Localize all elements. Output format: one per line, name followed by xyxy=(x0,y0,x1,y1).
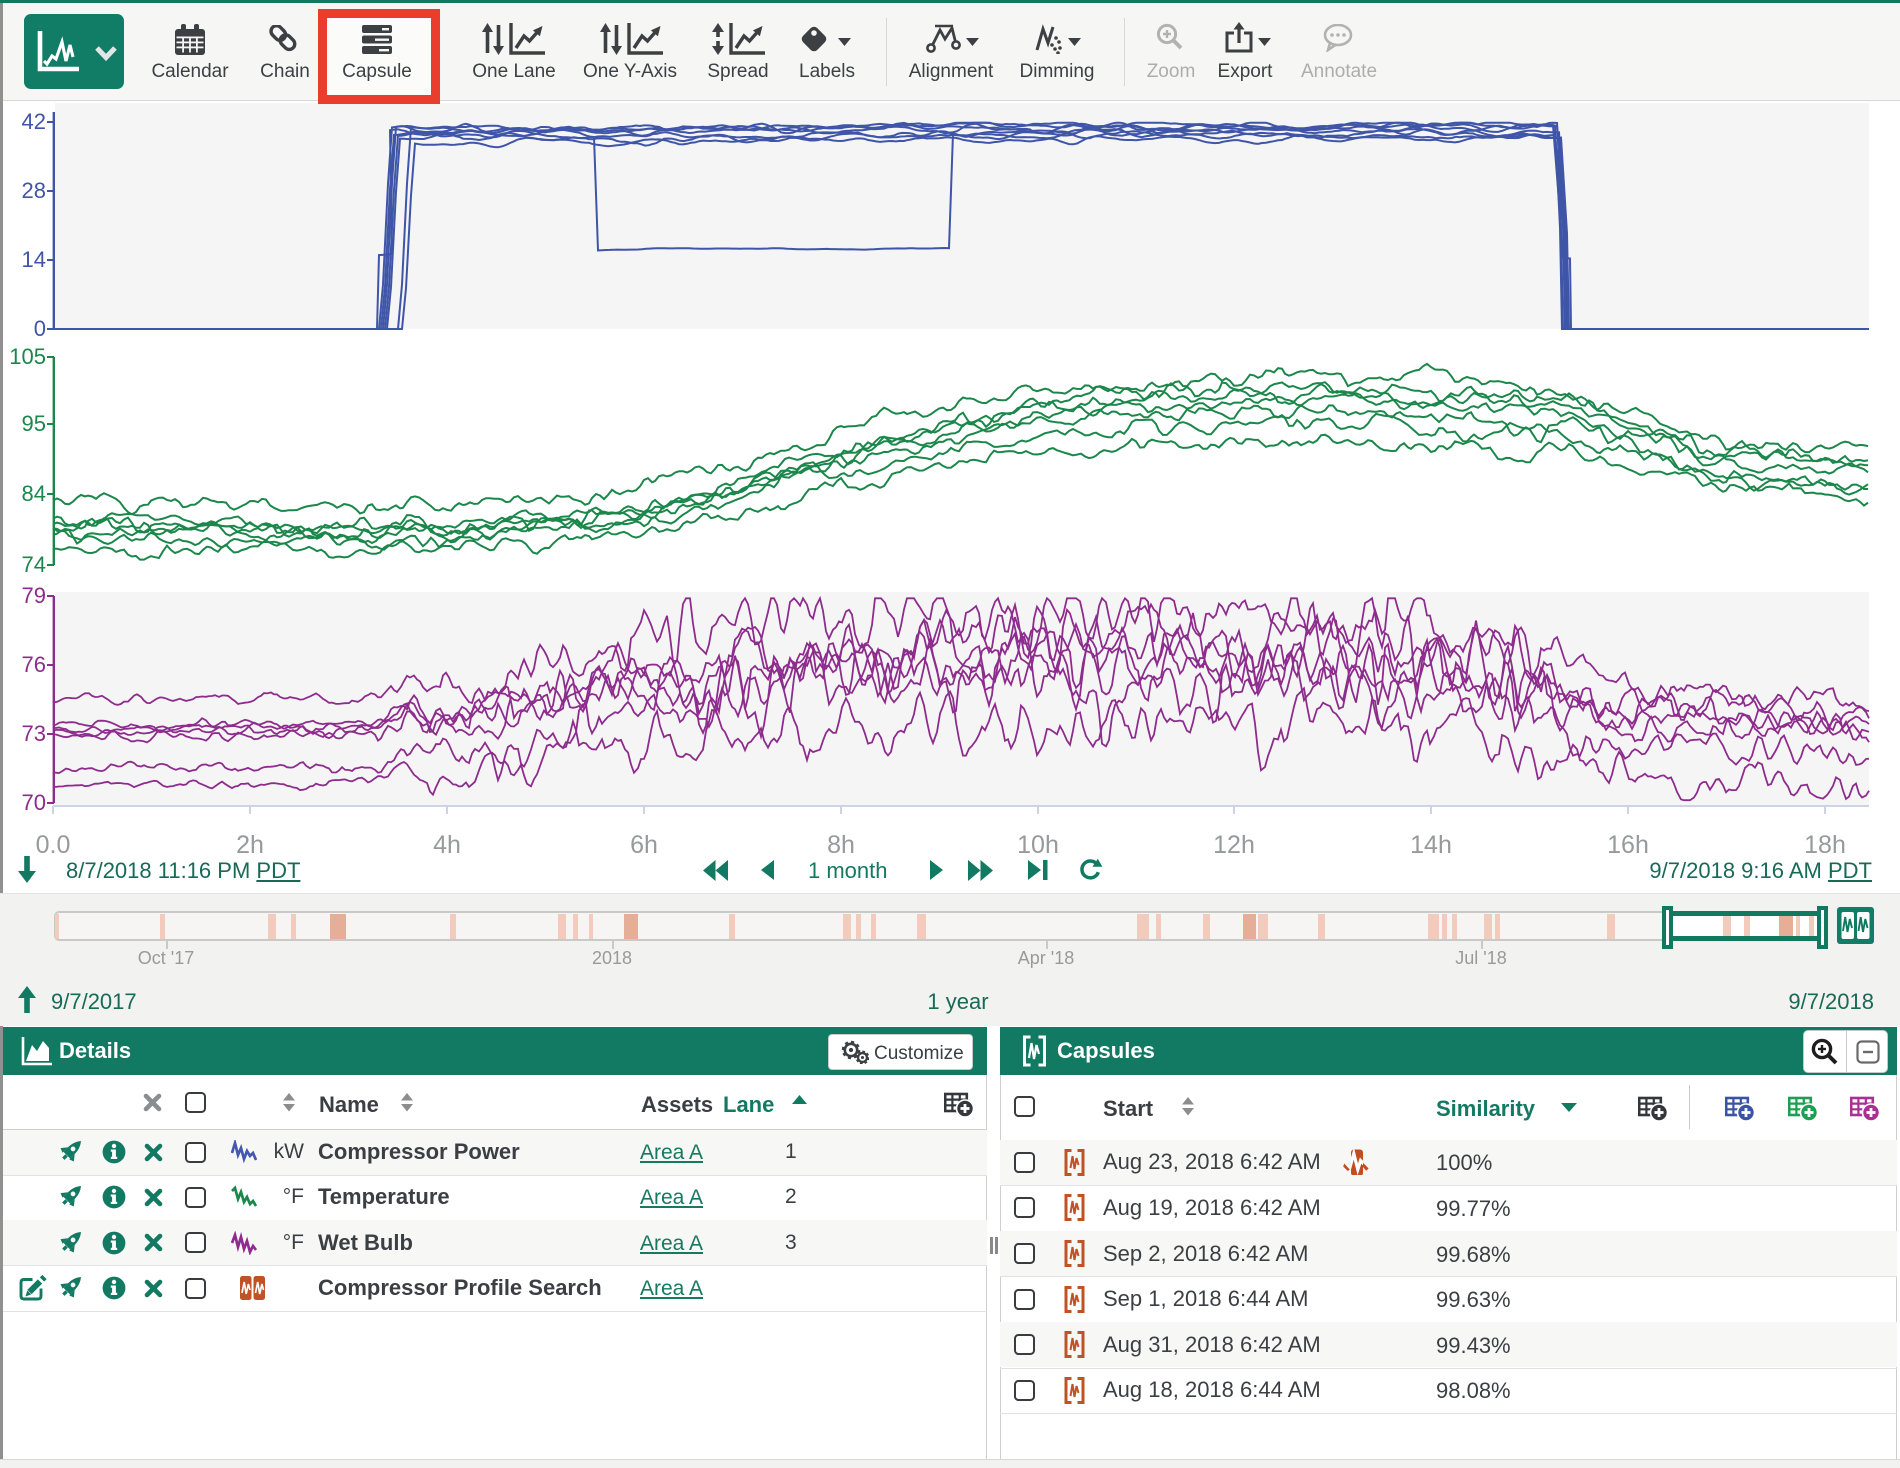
svg-text:28: 28 xyxy=(22,178,46,203)
svg-text:4h: 4h xyxy=(433,831,461,859)
svg-text:73: 73 xyxy=(22,721,46,746)
svg-text:8h: 8h xyxy=(827,831,855,859)
svg-text:10h: 10h xyxy=(1017,831,1059,859)
svg-text:70: 70 xyxy=(22,790,46,815)
svg-text:95: 95 xyxy=(22,411,46,436)
svg-text:14: 14 xyxy=(22,247,46,272)
svg-text:14h: 14h xyxy=(1410,831,1452,859)
svg-text:12h: 12h xyxy=(1213,831,1255,859)
svg-text:42: 42 xyxy=(22,109,46,134)
svg-text:18h: 18h xyxy=(1804,831,1846,859)
svg-text:6h: 6h xyxy=(630,831,658,859)
svg-text:84: 84 xyxy=(22,481,46,506)
svg-text:2h: 2h xyxy=(236,831,264,859)
svg-text:74: 74 xyxy=(22,552,46,577)
svg-text:0.0: 0.0 xyxy=(36,831,71,859)
svg-text:76: 76 xyxy=(22,652,46,677)
svg-text:0: 0 xyxy=(34,316,46,341)
svg-text:79: 79 xyxy=(22,583,46,608)
svg-text:16h: 16h xyxy=(1607,831,1649,859)
svg-text:105: 105 xyxy=(9,344,46,369)
